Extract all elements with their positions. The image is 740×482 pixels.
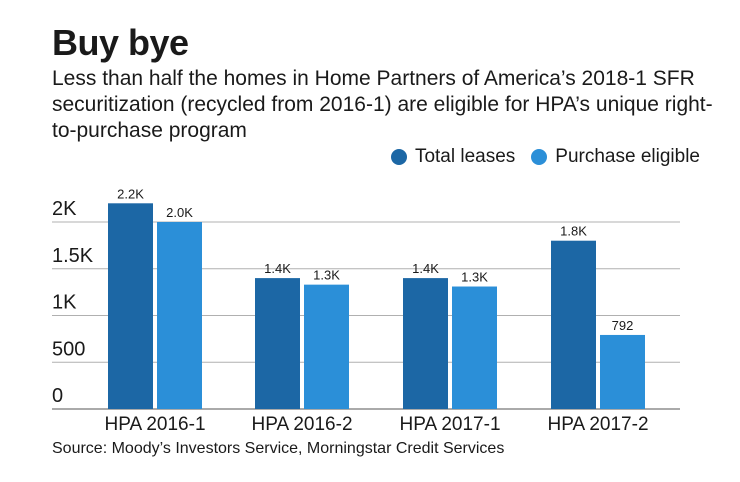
x-tick-label-0: HPA 2016-1 (104, 414, 205, 435)
data-label-total-0: 2.2K (117, 186, 144, 201)
chart-subtitle: Less than half the homes in Home Partner… (52, 67, 713, 142)
data-label-total-1: 1.4K (264, 261, 291, 276)
bar-eligible-3 (600, 334, 645, 409)
source-note: Source: Moody’s Investors Service, Morni… (52, 440, 505, 457)
bar-total-3 (551, 240, 596, 409)
y-tick-label-1: 500 (52, 338, 85, 360)
x-tick-label-3: HPA 2017-2 (547, 414, 648, 435)
data-label-eligible-0: 2.0K (166, 205, 193, 220)
legend-label-total: Total leases (414, 146, 516, 167)
y-tick-label-0: 0 (52, 385, 63, 407)
legend-swatch-eligible (531, 149, 548, 165)
legend-item-total: Total leases (390, 146, 516, 168)
y-tick-label-4: 2K (52, 198, 77, 220)
legend-label-eligible: Purchase eligible (555, 146, 700, 167)
legend-item-eligible: Purchase eligible (531, 146, 700, 168)
data-label-total-3: 1.8K (560, 224, 587, 239)
legend-swatch-total (390, 149, 407, 165)
data-label-eligible-1: 1.3K (313, 268, 340, 283)
bar-total-1 (255, 278, 300, 409)
data-label-total-2: 1.4K (412, 261, 439, 276)
legend: Total leases Purchase eligible (390, 146, 700, 168)
x-tick-label-1: HPA 2016-2 (251, 414, 352, 435)
bar-eligible-1 (304, 284, 349, 409)
chart-title: Buy bye (52, 22, 189, 63)
bar-eligible-2 (452, 286, 497, 409)
data-label-eligible-2: 1.3K (461, 270, 488, 285)
x-tick-label-2: HPA 2017-1 (399, 414, 500, 435)
data-label-eligible-3: 792 (612, 318, 634, 333)
y-tick-label-3: 1.5K (52, 245, 94, 267)
bar-total-0 (108, 203, 153, 409)
bar-eligible-0 (157, 222, 202, 409)
bar-total-2 (403, 278, 448, 409)
y-tick-label-2: 1K (52, 292, 77, 314)
